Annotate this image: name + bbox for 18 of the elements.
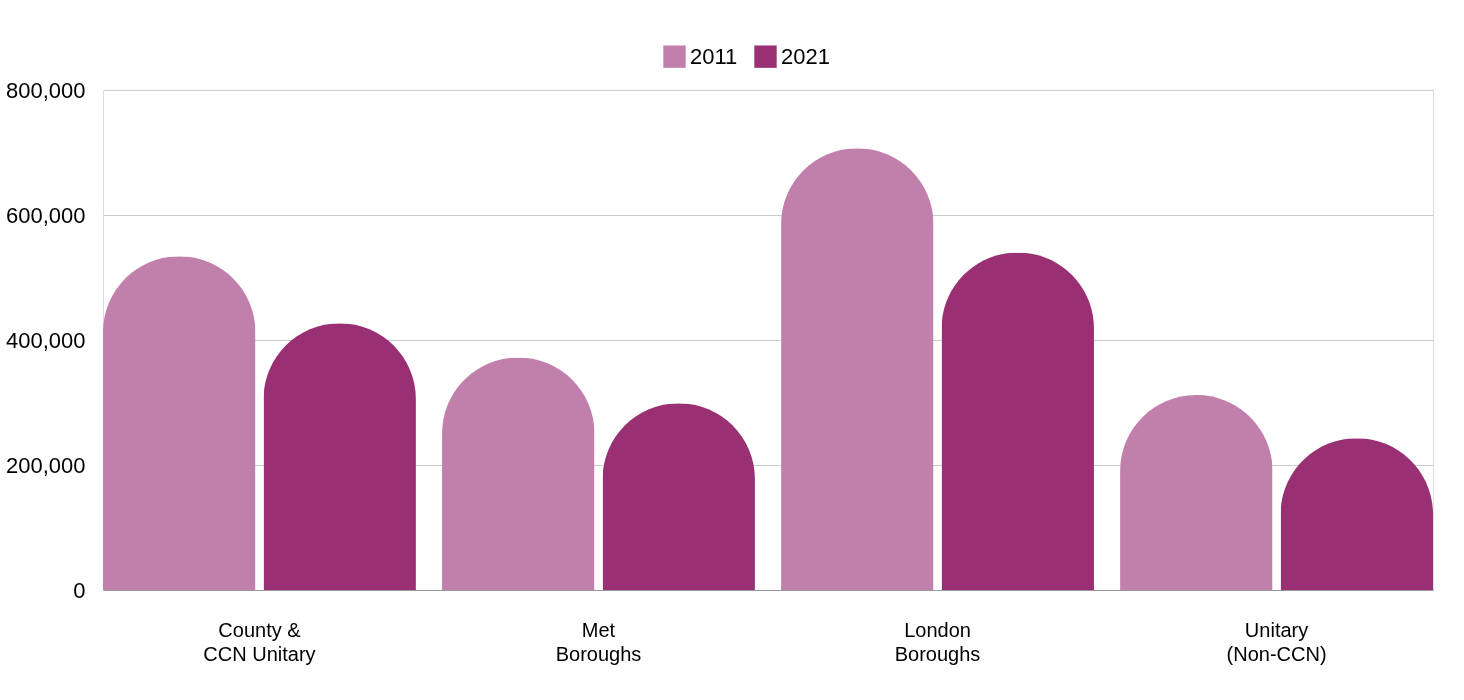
bar — [1120, 395, 1273, 590]
x-tick-label: County & CCN Unitary — [203, 618, 316, 665]
y-tick-label: 600,000 — [5, 202, 86, 228]
x-tick-label: Unitary (Non-CCN) — [1226, 618, 1327, 665]
legend-label: 2011 — [690, 43, 738, 69]
y-tick-label: 200,000 — [5, 452, 86, 478]
legend-label: 2021 — [781, 43, 830, 69]
bar — [781, 148, 934, 590]
bar — [103, 256, 256, 590]
bar — [602, 403, 755, 590]
bar — [442, 357, 595, 590]
bar — [941, 252, 1094, 590]
x-tick-label: London Boroughs — [894, 618, 981, 665]
y-tick-label: 0 — [73, 577, 86, 603]
bar — [263, 323, 416, 590]
x-tick-label: Met Boroughs — [555, 618, 642, 665]
y-tick-label: 400,000 — [5, 327, 86, 353]
y-tick-label: 800,000 — [5, 77, 86, 103]
